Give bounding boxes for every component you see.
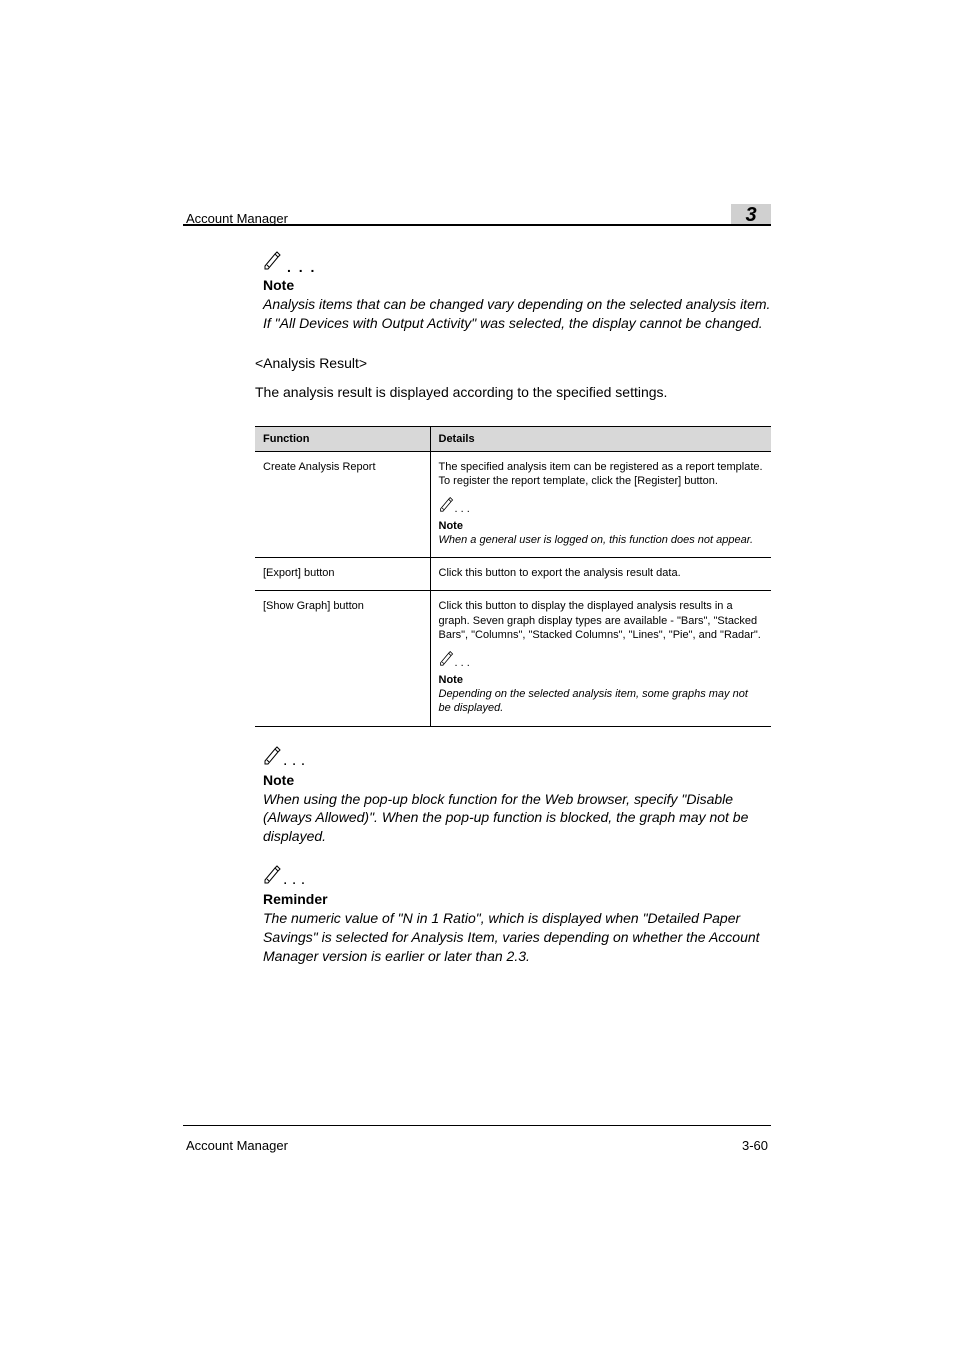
note-dots: . . . (287, 259, 316, 275)
note-block-mid: . . . Note When using the pop-up block f… (263, 745, 771, 847)
table-header-function: Function (255, 426, 430, 451)
section-body: The analysis result is displayed accordi… (255, 383, 771, 402)
table-cell-function: Create Analysis Report (255, 451, 430, 557)
table-cell-details: Click this button to export the analysis… (430, 558, 771, 591)
pencil-icon (439, 650, 455, 670)
table-cell-function: [Show Graph] button (255, 591, 430, 726)
table-note-text: When a general user is logged on, this f… (439, 533, 764, 547)
pencil-icon (439, 496, 455, 516)
note-text: When using the pop-up block function for… (263, 790, 771, 847)
table-detail-text: Click this button to display the display… (439, 600, 761, 641)
table-cell-details: Click this button to display the display… (430, 591, 771, 726)
reminder-text: The numeric value of "N in 1 Ratio", whi… (263, 909, 771, 966)
note-dots: . . . (283, 752, 305, 769)
table-note-heading: Note (439, 673, 764, 687)
table-detail-text: The specified analysis item can be regis… (439, 461, 763, 487)
table-note-text: Depending on the selected analysis item,… (439, 687, 764, 716)
footer-divider (183, 1125, 771, 1126)
pencil-icon (263, 864, 283, 889)
table-row: [Export] button Click this button to exp… (255, 558, 771, 591)
note-heading: Note (263, 277, 771, 293)
pencil-icon (263, 745, 283, 770)
footer-left: Account Manager (186, 1138, 288, 1153)
function-table: Function Details Create Analysis Report … (255, 426, 771, 727)
table-cell-details: The specified analysis item can be regis… (430, 451, 771, 557)
note-text: Analysis items that can be changed vary … (263, 295, 771, 333)
table-note-heading: Note (439, 519, 764, 533)
note-dots: . . . (455, 657, 470, 669)
table-header-details: Details (430, 426, 771, 451)
table-cell-function: [Export] button (255, 558, 430, 591)
reminder-heading: Reminder (263, 891, 771, 907)
pencil-icon (263, 250, 283, 275)
note-heading: Note (263, 772, 771, 788)
footer-page-number: 3-60 (742, 1138, 768, 1153)
note-dots: . . . (455, 503, 470, 515)
section-label: <Analysis Result> (255, 355, 771, 371)
table-row: Create Analysis Report The specified ana… (255, 451, 771, 557)
note-block-top: . . . Note Analysis items that can be ch… (263, 250, 771, 333)
reminder-block: . . . Reminder The numeric value of "N i… (263, 864, 771, 966)
table-row: [Show Graph] button Click this button to… (255, 591, 771, 726)
note-dots: . . . (283, 871, 305, 888)
